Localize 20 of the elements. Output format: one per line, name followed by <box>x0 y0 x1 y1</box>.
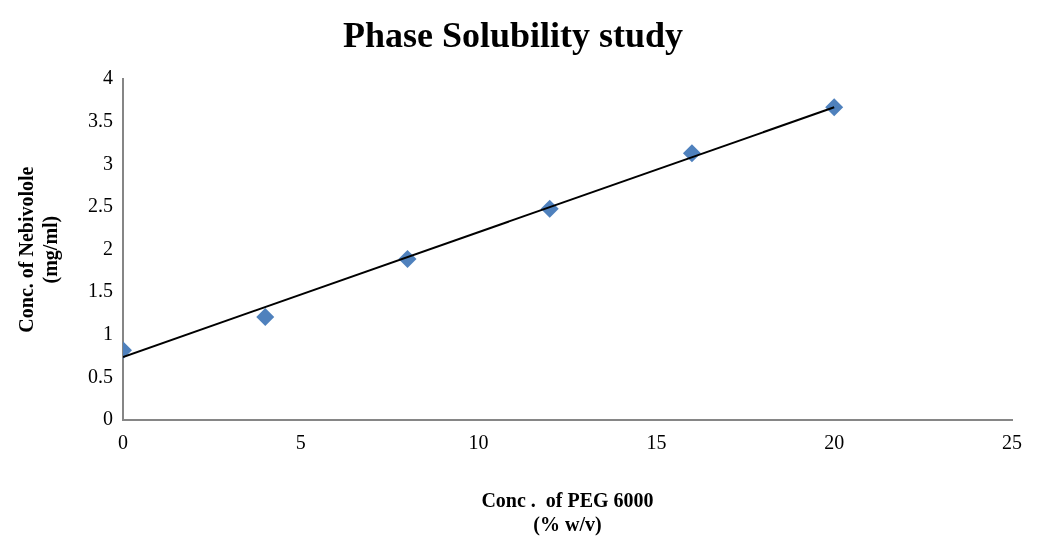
y-tick-label: 0.5 <box>88 364 113 387</box>
x-tick-label: 5 <box>295 431 306 454</box>
y-tick-label: 2 <box>103 236 113 259</box>
y-tick-label: 4 <box>103 66 113 89</box>
x-tick-label: 10 <box>468 431 489 454</box>
chart-title: Phase Solubility study <box>342 14 684 55</box>
y-tick-label: 3.5 <box>88 109 113 132</box>
y-tick-label: 1.5 <box>88 279 113 302</box>
x-tick-label: 20 <box>824 431 845 454</box>
x-tick-label: 25 <box>1002 431 1022 454</box>
y-tick-label: 0 <box>103 407 113 430</box>
point <box>825 98 844 117</box>
y-axis-title: Conc. of Nebivolole (mg/ml) <box>15 166 63 333</box>
point <box>256 307 275 326</box>
y-tick-label: 2.5 <box>88 194 113 217</box>
y-tick-label: 1 <box>103 322 113 345</box>
x-axis-title: Conc . of PEG 6000 (% w/v) <box>481 489 654 537</box>
y-tick-label: 3 <box>103 151 113 174</box>
x-tick-label: 15 <box>646 431 667 454</box>
x-tick-label: 0 <box>118 431 128 454</box>
